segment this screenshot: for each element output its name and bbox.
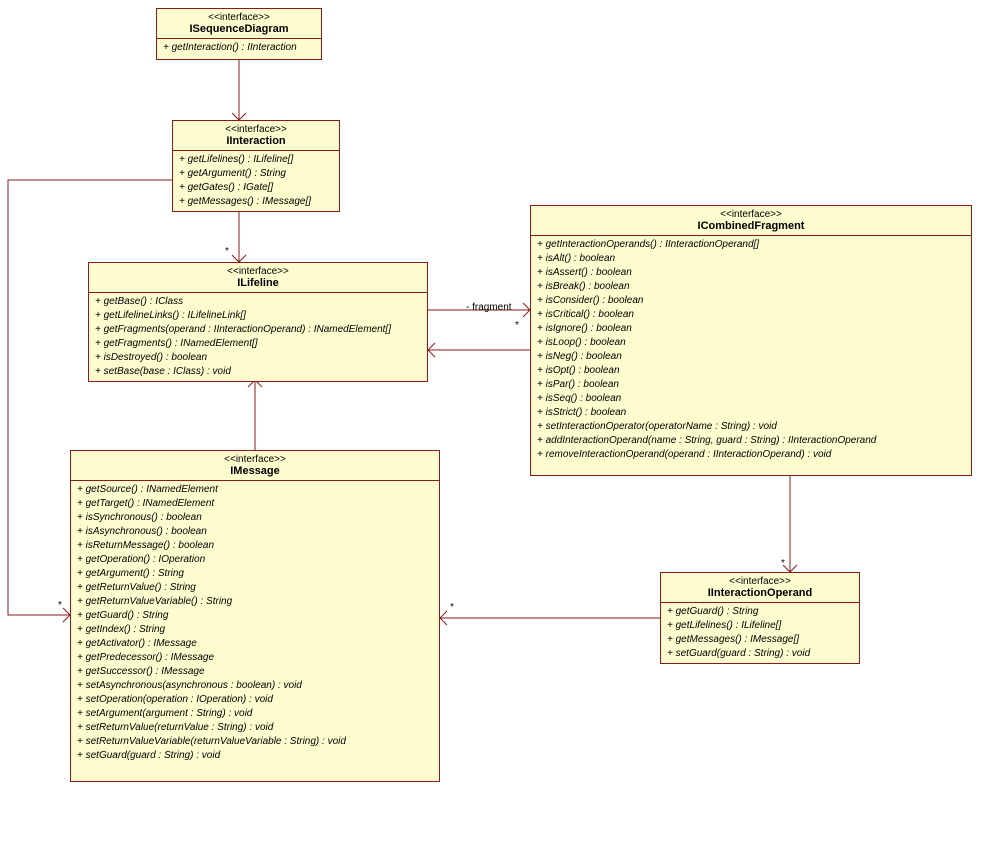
method: + isAlt() : boolean (537, 252, 965, 266)
class-interaction: <<interface>>IInteraction+ getLifelines(… (172, 120, 340, 212)
class-header: <<interface>>ILifeline (89, 263, 427, 293)
method: + getLifelineLinks() : ILifelineLink[] (95, 309, 421, 323)
method: + isSynchronous() : boolean (77, 511, 433, 525)
method: + getArgument() : String (179, 167, 333, 181)
multiplicity-label: * (450, 602, 454, 613)
class-name: IInteraction (181, 135, 331, 147)
method: + isLoop() : boolean (537, 336, 965, 350)
stereotype: <<interface>> (165, 12, 313, 23)
method: + getReturnValueVariable() : String (77, 595, 433, 609)
method: + isAssert() : boolean (537, 266, 965, 280)
method: + setInteractionOperator(operatorName : … (537, 420, 965, 434)
method: + isIgnore() : boolean (537, 322, 965, 336)
method: + setOperation(operation : IOperation) :… (77, 693, 433, 707)
method: + isBreak() : boolean (537, 280, 965, 294)
method: + getSource() : INamedElement (77, 483, 433, 497)
method: + getArgument() : String (77, 567, 433, 581)
class-body: + getInteraction() : IInteraction (157, 39, 321, 57)
method: + getGuard() : String (667, 605, 853, 619)
method: + isSeq() : boolean (537, 392, 965, 406)
method: + setReturnValueVariable(returnValueVari… (77, 735, 433, 749)
multiplicity-label: * (515, 320, 519, 331)
class-header: <<interface>>IInteraction (173, 121, 339, 151)
class-lifeline: <<interface>>ILifeline+ getBase() : ICla… (88, 262, 428, 382)
class-interactionOperand: <<interface>>IInteractionOperand+ getGua… (660, 572, 860, 664)
multiplicity-label: * (225, 246, 229, 257)
method: + getBase() : IClass (95, 295, 421, 309)
method: + getFragments() : INamedElement[] (95, 337, 421, 351)
fragment-label: - fragment (466, 302, 512, 313)
method: + getInteractionOperands() : IInteractio… (537, 238, 965, 252)
stereotype: <<interface>> (181, 124, 331, 135)
class-body: + getBase() : IClass+ getLifelineLinks()… (89, 293, 427, 381)
method: + getTarget() : INamedElement (77, 497, 433, 511)
method: + setGuard(guard : String) : void (667, 647, 853, 661)
method: + getLifelines() : ILifeline[] (667, 619, 853, 633)
method: + isOpt() : boolean (537, 364, 965, 378)
class-name: IMessage (79, 465, 431, 477)
method: + getMessages() : IMessage[] (667, 633, 853, 647)
method: + isCritical() : boolean (537, 308, 965, 322)
class-name: IInteractionOperand (669, 587, 851, 599)
class-header: <<interface>>ICombinedFragment (531, 206, 971, 236)
method: + removeInteractionOperand(operand : IIn… (537, 448, 965, 462)
class-body: + getSource() : INamedElement+ getTarget… (71, 481, 439, 765)
class-header: <<interface>>ISequenceDiagram (157, 9, 321, 39)
stereotype: <<interface>> (79, 454, 431, 465)
method: + getActivator() : IMessage (77, 637, 433, 651)
method: + getGates() : IGate[] (179, 181, 333, 195)
class-body: + getGuard() : String+ getLifelines() : … (661, 603, 859, 663)
method: + isConsider() : boolean (537, 294, 965, 308)
method: + getReturnValue() : String (77, 581, 433, 595)
stereotype: <<interface>> (97, 266, 419, 277)
method: + getLifelines() : ILifeline[] (179, 153, 333, 167)
stereotype: <<interface>> (669, 576, 851, 587)
method: + addInteractionOperand(name : String, g… (537, 434, 965, 448)
class-combinedFragment: <<interface>>ICombinedFragment + getInter… (530, 205, 972, 476)
method: + isAsynchronous() : boolean (77, 525, 433, 539)
class-header: <<interface>>IMessage (71, 451, 439, 481)
method: + isPar() : boolean (537, 378, 965, 392)
method: + isDestroyed() : boolean (95, 351, 421, 365)
method: + getOperation() : IOperation (77, 553, 433, 567)
method: + setGuard(guard : String) : void (77, 749, 433, 763)
method: + isStrict() : boolean (537, 406, 965, 420)
method: + getFragments(operand : IInteractionOpe… (95, 323, 421, 337)
method: + isNeg() : boolean (537, 350, 965, 364)
class-body: + getInteractionOperands() : IInteractio… (531, 236, 971, 464)
method: + getPredecessor() : IMessage (77, 651, 433, 665)
method: + getSuccessor() : IMessage (77, 665, 433, 679)
stereotype: <<interface>> (539, 209, 963, 220)
class-seqDiagram: <<interface>>ISequenceDiagram + getIntera… (156, 8, 322, 60)
method: + setReturnValue(returnValue : String) :… (77, 721, 433, 735)
method: + setArgument(argument : String) : void (77, 707, 433, 721)
class-name: ILifeline (97, 277, 419, 289)
class-body: + getLifelines() : ILifeline[]+ getArgum… (173, 151, 339, 211)
method: + getInteraction() : IInteraction (163, 41, 315, 55)
method: + getIndex() : String (77, 623, 433, 637)
method: + getGuard() : String (77, 609, 433, 623)
class-name: ICombinedFragment (539, 220, 963, 232)
multiplicity-label: * (58, 600, 62, 611)
class-name: ISequenceDiagram (165, 23, 313, 35)
multiplicity-label: * (781, 558, 785, 569)
method: + setAsynchronous(asynchronous : boolean… (77, 679, 433, 693)
method: + setBase(base : IClass) : void (95, 365, 421, 379)
class-header: <<interface>>IInteractionOperand (661, 573, 859, 603)
class-message: <<interface>>IMessage+ getSource() : INa… (70, 450, 440, 782)
method: + getMessages() : IMessage[] (179, 195, 333, 209)
method: + isReturnMessage() : boolean (77, 539, 433, 553)
